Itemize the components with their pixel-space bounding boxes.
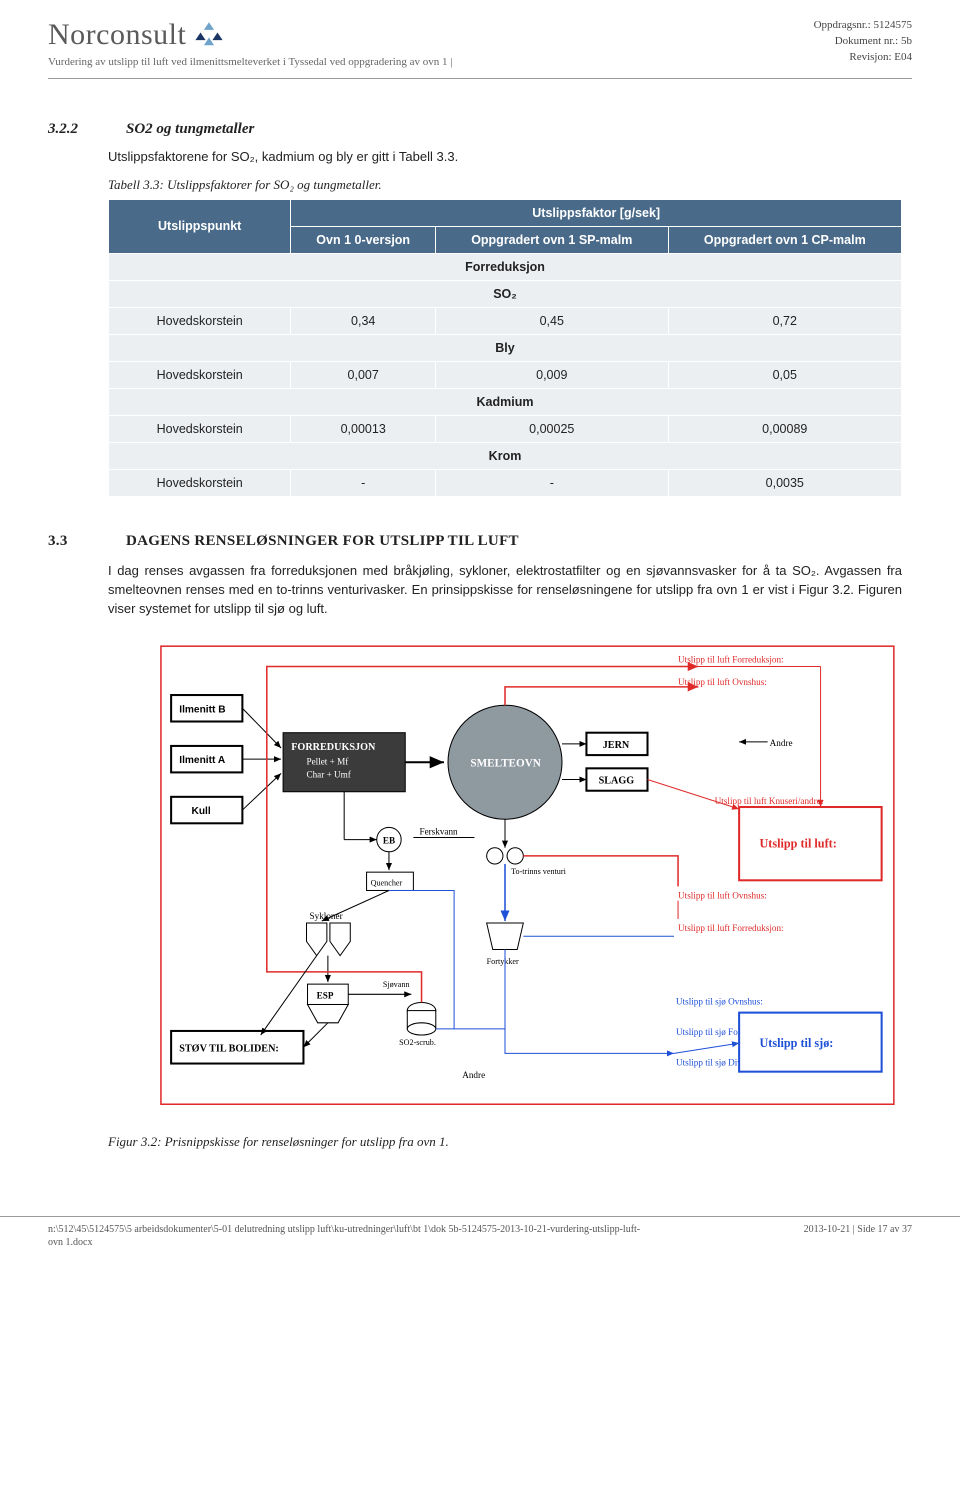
row-so2-v0: 0,34 [291,307,436,334]
section-33-para: I dag renses avgassen fra forreduksjonen… [108,562,902,619]
lbl-totrinns: To-trinns venturi [511,868,566,877]
row-bly-v2: 0,05 [668,361,901,388]
lbl-andre-bot: Andre [462,1070,485,1080]
lbl-eb: EB [383,836,395,846]
th-utslippsfaktor: Utslippsfaktor [g/sek] [291,199,902,226]
figure-caption: Figur 3.2: Prisnippskisse for renseløsni… [108,1134,902,1150]
row-so2-label: Hovedskorstein [109,307,291,334]
meta-dokument: Dokument nr.: 5b [814,34,912,50]
lbl-kull: Kull [191,807,210,818]
svg-text:Char + Umf: Char + Umf [307,770,352,780]
meta-revisjon: Revisjon: E04 [814,50,912,66]
lbl-utslipp-sjo: Utslipp til sjø: [759,1037,833,1051]
row-sub-bly: Bly [109,334,902,361]
table-caption: Tabell 3.3: Utslippsfaktorer for SO₂ og … [108,177,902,193]
lbl-quencher: Quencher [371,879,403,888]
lbl-smelteovn: SMELTEOVN [470,758,540,770]
section-33-num: 3.3 [48,533,108,550]
row-sub-so2: SO₂ [109,280,902,307]
emissions-table: Utslippspunkt Utslippsfaktor [g/sek] Ovn… [108,199,902,497]
th-col0: Ovn 1 0-versjon [291,226,436,253]
row-kad-v1: 0,00025 [436,415,669,442]
row-sub-krom: Krom [109,442,902,469]
section-322-heading: 3.2.2 SO2 og tungmetaller [108,121,902,138]
lbl-jern: JERN [603,740,630,751]
lbl-ilmenitt-a: Ilmenitt A [179,756,226,767]
lbl-sjovann: Sjøvann [383,981,410,990]
section-33-heading: 3.3 DAGENS RENSELØSNINGER FOR UTSLIPP TI… [108,533,902,550]
process-diagram: Utslipp til luft Forreduksjon: Utslipp t… [108,636,902,1119]
meta-oppdragsnr: Oppdragsnr.: 5124575 [814,18,912,34]
lbl-r1: Utslipp til luft Forreduksjon: [678,655,784,665]
lbl-ilmenitt-b: Ilmenitt B [179,705,225,716]
logo-text: Norconsult [48,18,186,52]
footer-right: 2013-10-21 | Side 17 av 37 [804,1223,912,1250]
row-krom-label: Hovedskorstein [109,469,291,496]
row-group-forreduksjon: Forreduksjon [109,253,902,280]
row-krom-v1: - [436,469,669,496]
logo-block: Norconsult Vurdering av utslipp til luft… [48,18,452,68]
row-bly-label: Hovedskorstein [109,361,291,388]
row-krom-v0: - [291,469,436,496]
lbl-andre-top: Andre [770,738,793,748]
lbl-r3: Utslipp til luft Knuseri/andre: [715,796,824,806]
doc-meta: Oppdragsnr.: 5124575 Dokument nr.: 5b Re… [814,18,912,66]
footer-left: n:\512\45\5124575\5 arbeidsdokumenter\5-… [48,1223,648,1250]
row-sub-kadmium: Kadmium [109,388,902,415]
lbl-forreduksjon-1: FORREDUKSJON [291,742,376,753]
lbl-r5: Utslipp til luft Forreduksjon: [678,924,784,934]
lbl-fortykker: Fortykker [487,957,519,966]
section-322-num: 3.2.2 [48,121,108,138]
lbl-esp: ESP [317,991,334,1001]
lbl-r2: Utslipp til luft Ovnshus: [678,677,767,687]
th-col2: Oppgradert ovn 1 CP-malm [668,226,901,253]
lbl-b3: Utslipp til sjø Div.: [676,1058,746,1068]
header-subtitle: Vurdering av utslipp til luft ved ilmeni… [48,56,452,68]
lbl-ferskvann: Ferskvann [419,827,458,837]
row-krom-v2: 0,0035 [668,469,901,496]
svg-text:Pellet + Mf: Pellet + Mf [307,757,350,767]
row-so2-v2: 0,72 [668,307,901,334]
row-kad-label: Hovedskorstein [109,415,291,442]
row-so2-v1: 0,45 [436,307,669,334]
lbl-slagg: SLAGG [599,776,635,787]
section-322-title: SO2 og tungmetaller [126,121,254,138]
lbl-sykloner: Sykloner [310,911,343,921]
section-33-title: DAGENS RENSELØSNINGER FOR UTSLIPP TIL LU… [126,533,519,550]
logo-icon [192,20,226,50]
lbl-stov: STØV TIL BOLIDEN: [179,1044,279,1055]
lbl-utslipp-luft: Utslipp til luft: [759,837,836,851]
row-bly-v1: 0,009 [436,361,669,388]
page-header: Norconsult Vurdering av utslipp til luft… [48,18,912,79]
row-kad-v2: 0,00089 [668,415,901,442]
th-utslippspunkt: Utslippspunkt [109,199,291,253]
lbl-r4: Utslipp til luft Ovnshus: [678,891,767,901]
row-bly-v0: 0,007 [291,361,436,388]
row-kad-v0: 0,00013 [291,415,436,442]
lbl-so2: SO2-scrub. [399,1039,436,1048]
lbl-b1: Utslipp til sjø Ovnshus: [676,997,763,1007]
section-322-para: Utslippsfaktorene for SO₂, kadmium og bl… [108,148,902,167]
th-col1: Oppgradert ovn 1 SP-malm [436,226,669,253]
page-footer: n:\512\45\5124575\5 arbeidsdokumenter\5-… [0,1216,960,1272]
